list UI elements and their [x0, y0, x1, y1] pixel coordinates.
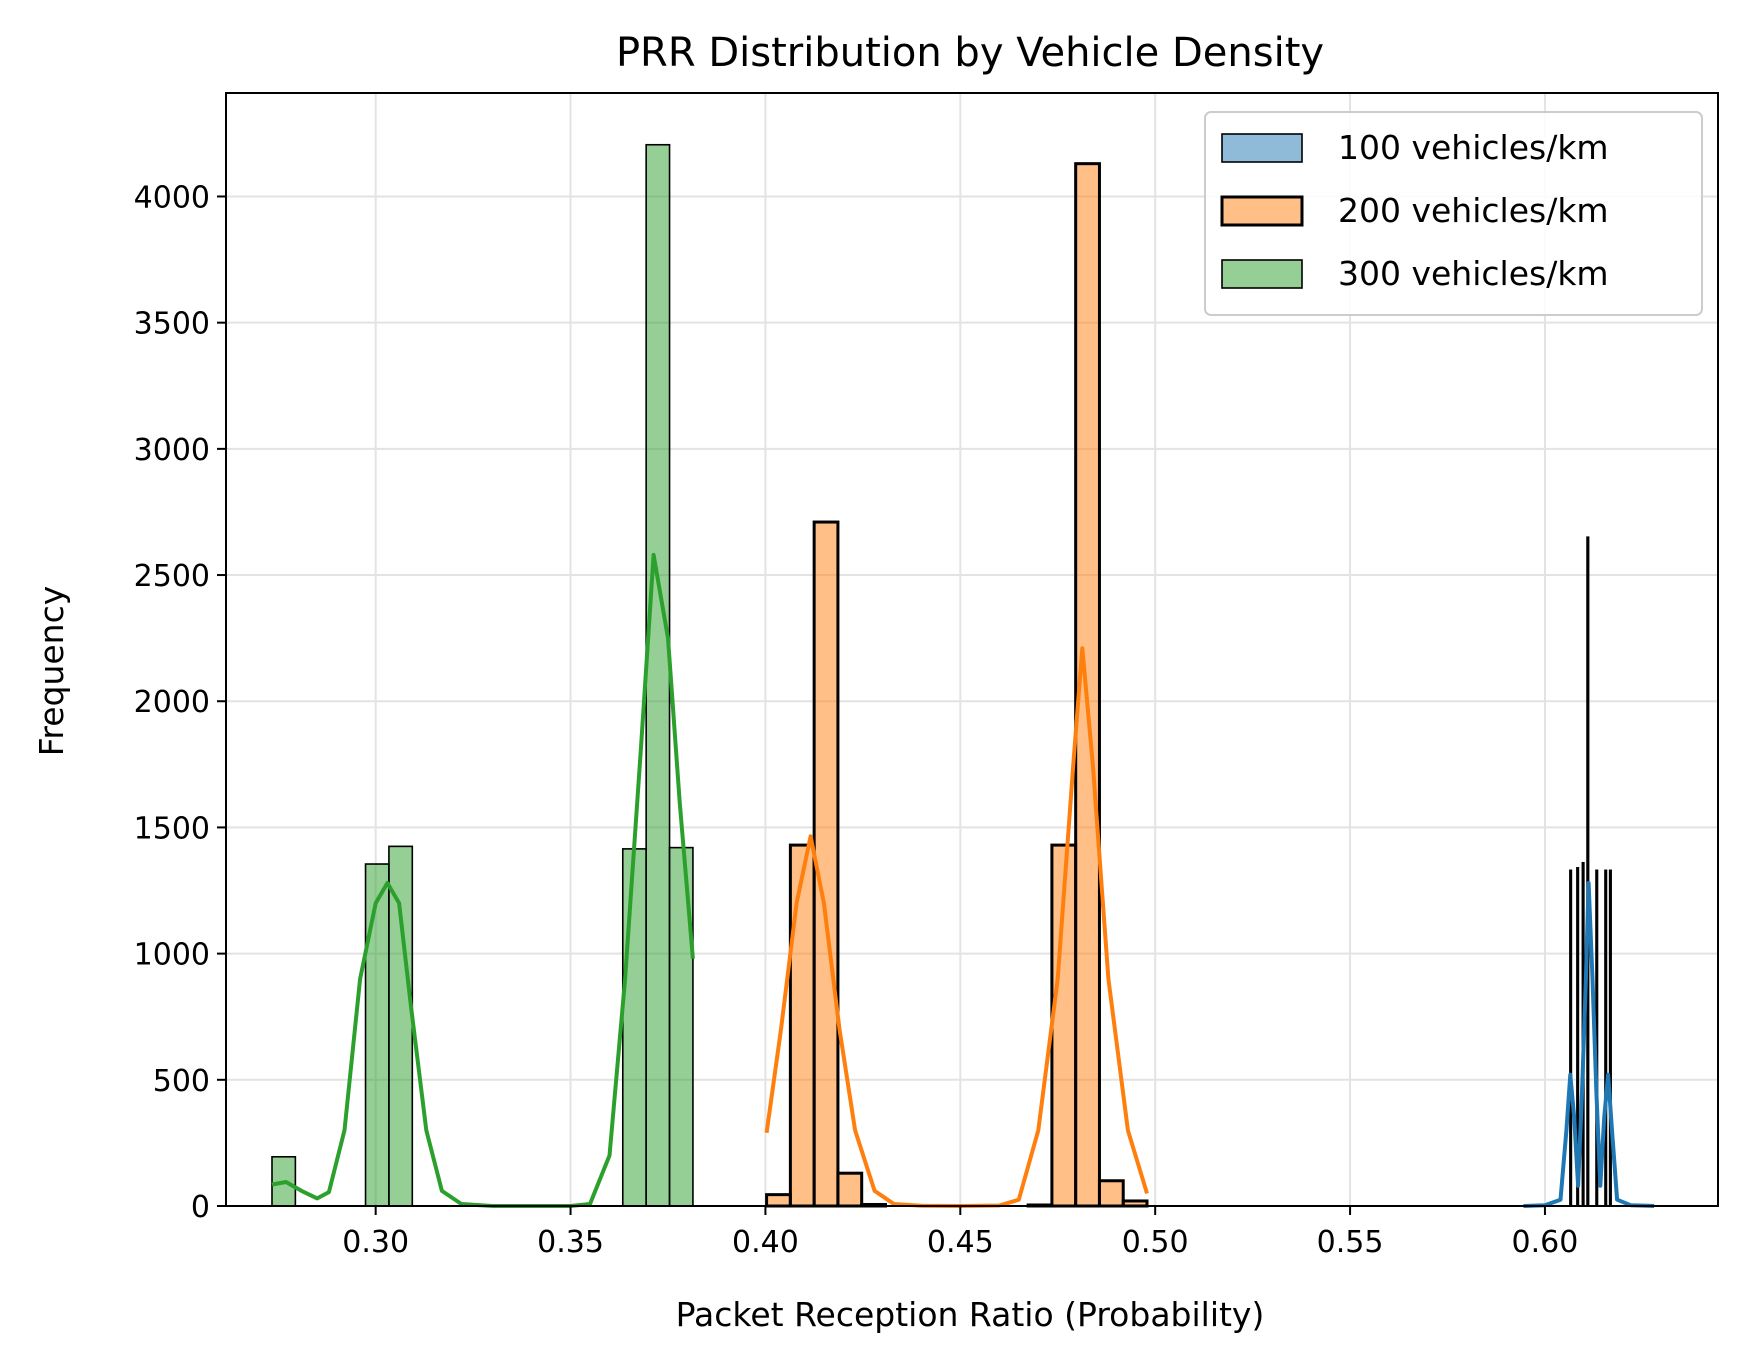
legend-swatch [1221, 259, 1303, 289]
y-tick-label: 2500 [134, 559, 210, 594]
histogram-bar [836, 1171, 864, 1208]
y-axis: 0 500 1000 1500 2000 2500 3000 3500 4000 [134, 180, 226, 1225]
histogram-bar [621, 848, 647, 1207]
x-tick-label: 0.45 [927, 1225, 994, 1260]
x-tick-label: 0.35 [537, 1225, 604, 1260]
x-tick-label: 0.60 [1512, 1225, 1579, 1260]
y-tick-label: 2000 [134, 685, 210, 720]
y-tick-label: 1500 [134, 811, 210, 846]
histogram-bar [1097, 1179, 1125, 1208]
histogram-bar [1586, 536, 1590, 1207]
y-axis-label: Frequency [32, 586, 71, 756]
histogram-bar [765, 1193, 792, 1208]
legend-label: 200 vehicles/km [1338, 191, 1609, 230]
legend-swatch [1221, 133, 1303, 163]
y-tick-label: 3500 [134, 307, 210, 342]
legend-box [1204, 111, 1703, 316]
x-tick-label: 0.55 [1317, 1225, 1384, 1260]
kde-line [271, 552, 695, 1208]
legend: 100 vehicles/km 200 vehicles/km 300 vehicl… [1204, 111, 1703, 316]
y-tick-label: 1000 [134, 938, 210, 973]
x-tick-label: 0.40 [732, 1225, 799, 1260]
chart-title: PRR Distribution by Vehicle Density [616, 30, 1324, 76]
x-tick-label: 0.30 [342, 1225, 409, 1260]
y-tick-label: 500 [153, 1064, 210, 1099]
histogram-bar [1569, 869, 1573, 1207]
y-tick-label: 3000 [134, 433, 210, 468]
histogram-bar [788, 843, 816, 1208]
histogram-bar [388, 845, 414, 1207]
legend-label: 100 vehicles/km [1338, 128, 1609, 167]
legend-label: 300 vehicles/km [1338, 254, 1609, 293]
x-axis-label: Packet Reception Ratio (Probability) [676, 1295, 1265, 1334]
plot-frame [225, 92, 1719, 1207]
histogram-bar [1604, 869, 1608, 1207]
legend-swatch [1220, 195, 1304, 227]
histogram-bar [1608, 869, 1612, 1207]
x-tick-label: 0.50 [1122, 1225, 1189, 1260]
histogram-bar [645, 143, 671, 1207]
x-axis: 0.30 0.35 0.40 0.45 0.50 0.55 0.60 [342, 1206, 1578, 1260]
kde-line [1523, 881, 1655, 1208]
histogram-bar [364, 863, 390, 1207]
y-tick-label: 0 [191, 1190, 210, 1225]
y-tick-label: 4000 [134, 180, 210, 215]
